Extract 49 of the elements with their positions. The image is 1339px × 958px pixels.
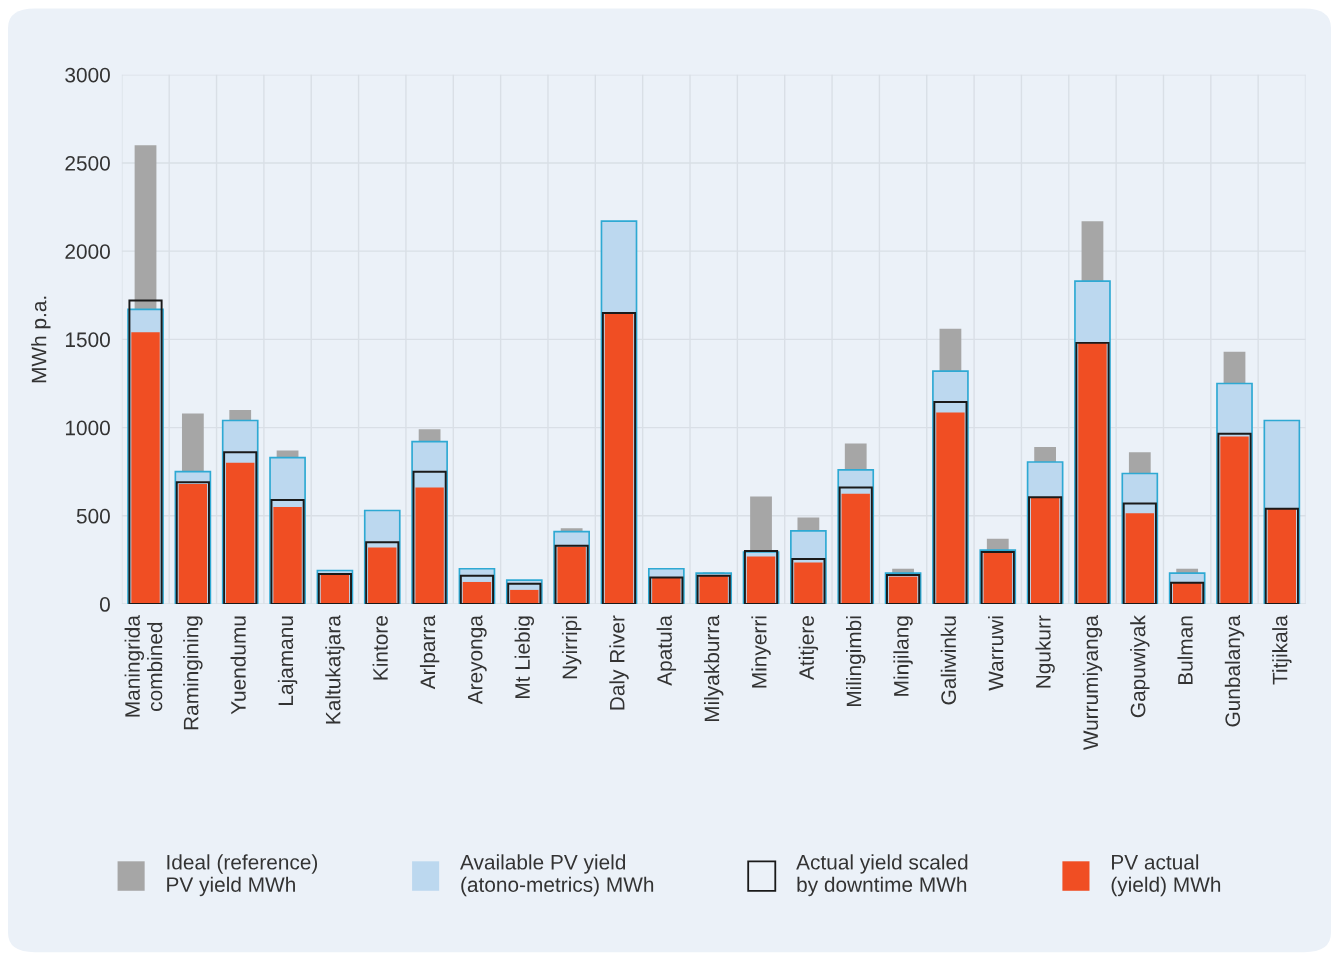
bar — [223, 451, 258, 605]
bar — [838, 486, 873, 605]
x-tick-label: Gunbalanya — [1224, 615, 1245, 727]
x-tick-label: Minyerri — [751, 616, 771, 688]
x-tick-label: Titjikala — [1272, 615, 1292, 685]
y-tick-label: 3000 — [65, 67, 110, 83]
y-tick-label: 0 — [99, 597, 110, 612]
y-tick-label: 1500 — [65, 332, 110, 348]
bar — [415, 487, 444, 605]
x-tick-label: Kaltukatjara — [325, 615, 345, 724]
x-tick-label: Areyonga — [468, 615, 487, 705]
bar — [131, 332, 160, 605]
bar — [365, 541, 400, 605]
x-tick-label: Arlparra — [419, 615, 440, 690]
x-tick-label: Yuendumu — [230, 616, 246, 715]
x-tick-label: Minjilang — [893, 616, 913, 696]
x-tick-label: Daly River — [609, 615, 629, 710]
bar — [270, 498, 305, 605]
legend-label: Ideal (reference) PV yield MWh — [167, 854, 318, 897]
y-tick-label: 500 — [76, 508, 110, 524]
legend-label: PV actual (yield) MWh — [1111, 854, 1221, 897]
x-tick-label: Milyakburra — [703, 615, 724, 722]
legend-label: Available PV yield (atono-metrics) MWh — [460, 854, 654, 897]
x-tick-label: Gapuwiyak — [1130, 615, 1150, 718]
x-tick-label: Bulman — [1177, 616, 1193, 685]
bar — [412, 470, 447, 605]
x-tick-label: Maningrida combined — [124, 615, 163, 717]
x-tick-label: Atitjere — [798, 616, 819, 680]
x-tick-label: Kintore — [372, 616, 388, 680]
y-tick-label: 2500 — [65, 155, 110, 171]
x-tick-label: Apatula — [656, 615, 677, 686]
x-tick-label: Galiwinku — [940, 616, 957, 705]
x-tick-label: Milingimbi — [846, 616, 866, 707]
bar — [1122, 502, 1157, 605]
bar — [1125, 513, 1155, 605]
x-tick-label: Mt Liebig — [514, 616, 535, 698]
bar — [226, 462, 255, 605]
x-tick-label: Wurrumiyanga — [1082, 615, 1103, 751]
bar — [936, 412, 965, 605]
x-tick-label: Nyirripi — [561, 616, 582, 679]
y-tick-label: 1000 — [65, 420, 110, 436]
x-tick-label: Lajamanu — [277, 616, 298, 705]
y-axis-title: MWh p.a. — [31, 296, 51, 383]
x-tick-label: Warruwi — [988, 616, 1004, 691]
legend-label: Actual yield scaled by downtime MWh — [796, 854, 968, 897]
x-tick-label: Ramingining — [183, 616, 203, 730]
bar — [933, 401, 968, 605]
x-tick-label: Ngukurr — [1035, 615, 1055, 688]
y-tick-label: 2000 — [65, 244, 110, 259]
